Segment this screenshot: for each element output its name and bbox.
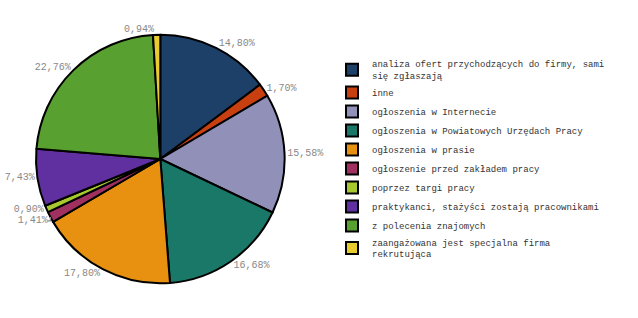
svg-text:0,90%: 0,90% [14, 204, 44, 215]
svg-text:1,70%: 1,70% [267, 83, 297, 94]
svg-text:1,41%: 1,41% [18, 215, 48, 226]
svg-text:inne: inne [372, 89, 394, 99]
svg-text:ogłoszenia w prasie: ogłoszenia w prasie [372, 146, 475, 156]
svg-text:ogłoszenia w Internecie: ogłoszenia w Internecie [372, 108, 496, 118]
svg-text:7,43%: 7,43% [5, 172, 35, 183]
svg-text:praktykanci, stażyści zostają: praktykanci, stażyści zostają pracownika… [372, 203, 599, 213]
svg-text:ogłoszenie przed zakładem prac: ogłoszenie przed zakładem pracy [372, 165, 540, 175]
svg-text:z polecenia znajomych: z polecenia znajomych [372, 222, 485, 232]
svg-text:17,80%: 17,80% [64, 268, 100, 279]
svg-text:ogłoszenia w Powiatowych Urzęd: ogłoszenia w Powiatowych Urzędach Pracy [372, 127, 583, 137]
svg-text:14,80%: 14,80% [219, 38, 255, 49]
svg-text:15,58%: 15,58% [287, 148, 323, 159]
svg-text:zaangażowana jest specjalna fi: zaangażowana jest specjalna firmarekrutu… [372, 239, 551, 261]
svg-text:0,94%: 0,94% [124, 24, 154, 35]
svg-text:22,76%: 22,76% [35, 62, 71, 73]
svg-text:analiza ofert przychodzących d: analiza ofert przychodzących do firmy, s… [372, 60, 604, 82]
svg-text:poprzez targi pracy: poprzez targi pracy [372, 184, 475, 194]
svg-text:16,68%: 16,68% [233, 260, 269, 271]
